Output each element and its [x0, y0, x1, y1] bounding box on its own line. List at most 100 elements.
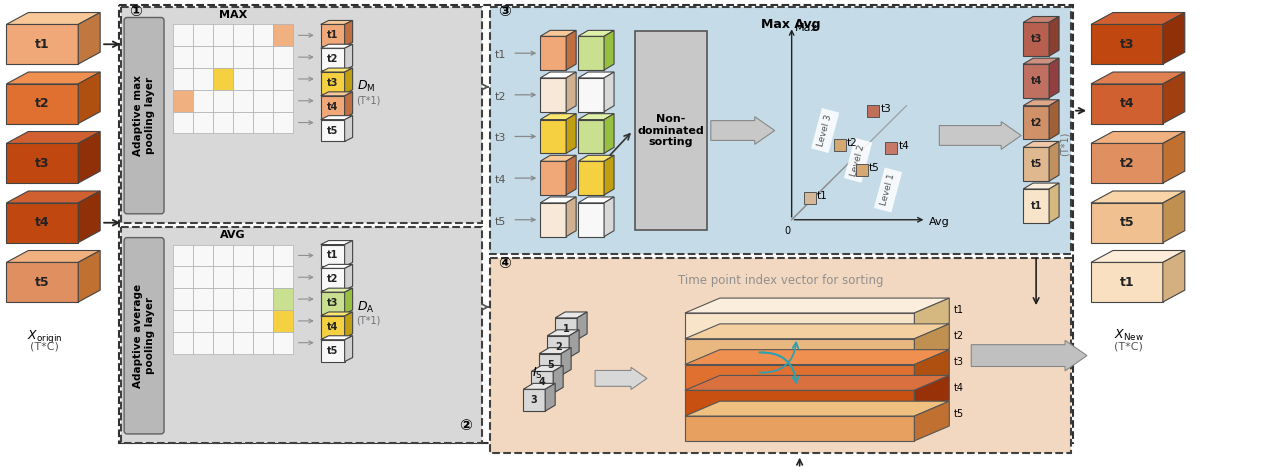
Polygon shape	[252, 68, 273, 90]
Polygon shape	[604, 30, 614, 70]
Text: ③: ③	[498, 5, 511, 19]
Polygon shape	[540, 119, 566, 153]
Polygon shape	[914, 324, 950, 363]
Polygon shape	[635, 31, 706, 230]
Polygon shape	[6, 13, 100, 25]
Polygon shape	[1049, 100, 1059, 139]
Polygon shape	[566, 30, 576, 70]
Text: t1: t1	[36, 38, 49, 51]
Text: AVG: AVG	[221, 229, 246, 240]
Polygon shape	[1163, 13, 1184, 64]
Text: t3: t3	[327, 78, 339, 88]
Polygon shape	[1023, 183, 1059, 189]
Text: t4: t4	[36, 216, 49, 229]
Polygon shape	[578, 155, 614, 161]
Polygon shape	[172, 266, 193, 288]
Polygon shape	[321, 241, 353, 244]
Polygon shape	[1090, 251, 1184, 262]
Polygon shape	[578, 197, 614, 203]
Text: t2: t2	[495, 92, 506, 102]
Text: ②: ②	[459, 418, 473, 433]
Polygon shape	[524, 389, 545, 411]
Polygon shape	[548, 330, 579, 336]
Polygon shape	[252, 112, 273, 134]
Polygon shape	[578, 119, 604, 153]
Polygon shape	[172, 68, 193, 90]
Polygon shape	[1090, 25, 1163, 64]
Polygon shape	[193, 244, 213, 266]
Polygon shape	[553, 365, 563, 393]
Polygon shape	[213, 244, 233, 266]
Polygon shape	[252, 90, 273, 112]
Polygon shape	[1023, 142, 1059, 147]
Text: t2: t2	[36, 97, 49, 110]
Text: t3: t3	[327, 298, 339, 308]
Polygon shape	[252, 46, 273, 68]
Polygon shape	[578, 114, 614, 119]
Polygon shape	[6, 84, 79, 124]
Polygon shape	[321, 116, 353, 119]
Polygon shape	[233, 25, 252, 46]
Polygon shape	[321, 264, 353, 269]
Polygon shape	[273, 46, 293, 68]
Polygon shape	[6, 203, 79, 243]
Text: t4: t4	[899, 142, 909, 152]
Text: 5: 5	[547, 360, 554, 370]
Polygon shape	[321, 92, 353, 96]
Polygon shape	[1163, 72, 1184, 124]
Polygon shape	[1023, 58, 1059, 64]
Polygon shape	[213, 112, 233, 134]
Polygon shape	[345, 288, 353, 314]
Polygon shape	[79, 251, 100, 302]
Polygon shape	[345, 312, 353, 338]
Polygon shape	[578, 36, 604, 70]
Text: Level 1: Level 1	[880, 173, 896, 207]
Polygon shape	[539, 348, 571, 354]
Polygon shape	[6, 262, 79, 302]
Polygon shape	[233, 46, 252, 68]
Polygon shape	[1023, 100, 1059, 106]
Polygon shape	[321, 340, 345, 362]
Polygon shape	[685, 324, 950, 339]
Polygon shape	[172, 288, 193, 310]
Text: (T*1): (T*1)	[356, 316, 380, 326]
Polygon shape	[1090, 84, 1163, 124]
Text: t3: t3	[880, 104, 891, 114]
Polygon shape	[193, 288, 213, 310]
Polygon shape	[252, 266, 273, 288]
Polygon shape	[685, 339, 914, 363]
Polygon shape	[940, 122, 1021, 149]
Text: t4: t4	[1120, 97, 1135, 110]
Polygon shape	[1023, 106, 1049, 139]
Polygon shape	[233, 310, 252, 332]
Polygon shape	[321, 44, 353, 48]
Text: Avg: Avg	[929, 217, 950, 227]
Polygon shape	[345, 44, 353, 70]
Text: t2: t2	[1031, 118, 1042, 127]
Polygon shape	[321, 244, 345, 266]
Polygon shape	[1023, 189, 1049, 223]
Polygon shape	[604, 72, 614, 112]
Polygon shape	[569, 330, 579, 358]
Text: $I_{\rm S}$: $I_{\rm S}$	[533, 366, 543, 381]
Polygon shape	[685, 350, 950, 364]
Polygon shape	[321, 20, 353, 25]
Text: t1: t1	[495, 50, 506, 60]
Polygon shape	[914, 401, 950, 441]
Polygon shape	[6, 132, 100, 143]
Text: (T*1): (T*1)	[356, 96, 380, 106]
Polygon shape	[604, 197, 614, 236]
Polygon shape	[685, 313, 914, 338]
Polygon shape	[1163, 191, 1184, 243]
Polygon shape	[273, 310, 293, 332]
Polygon shape	[252, 288, 273, 310]
Polygon shape	[273, 288, 293, 310]
Polygon shape	[540, 36, 566, 70]
Polygon shape	[1090, 191, 1184, 203]
Polygon shape	[321, 269, 345, 290]
Text: 3: 3	[531, 395, 538, 405]
Text: Time point index vector for sorting: Time point index vector for sorting	[678, 274, 884, 287]
Polygon shape	[172, 46, 193, 68]
Polygon shape	[566, 72, 576, 112]
Polygon shape	[213, 68, 233, 90]
